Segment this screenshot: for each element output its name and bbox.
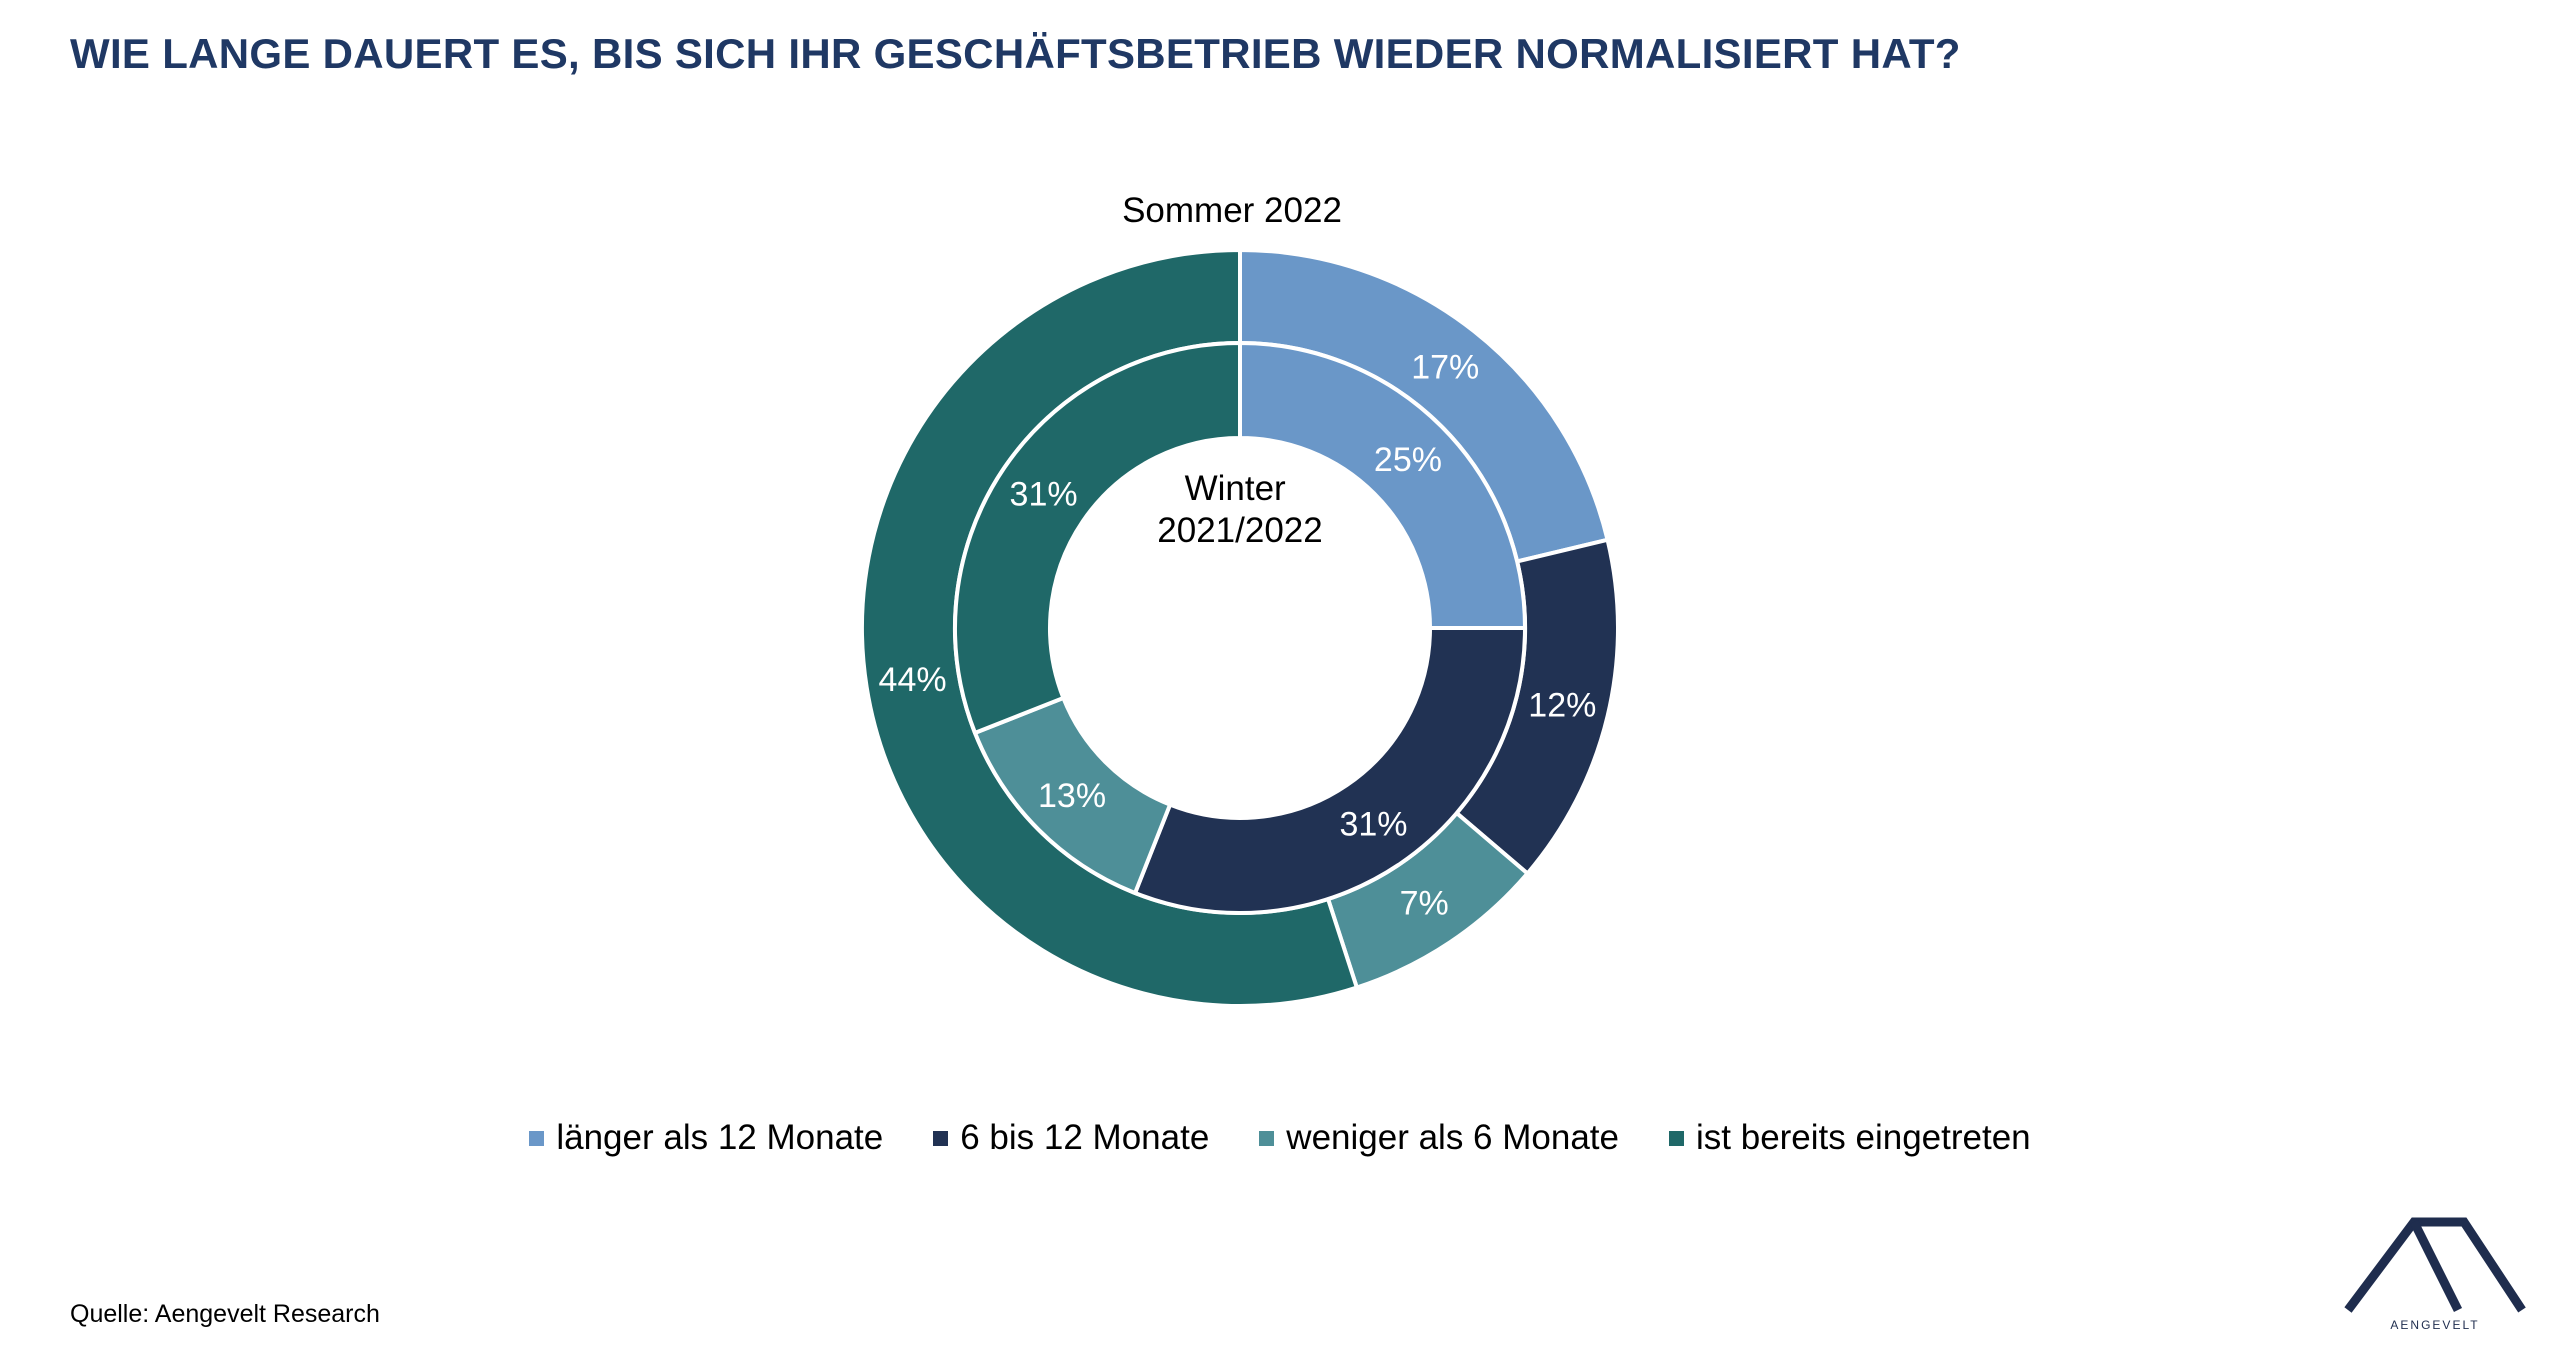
inner-data-label-ist-bereits-eingetreten: 31% <box>1010 476 1078 514</box>
center-label: Winter 2021/2022 <box>1157 469 1322 550</box>
legend-swatch <box>933 1130 949 1146</box>
outer-data-label-laenger-als-12-monate: 17% <box>1411 349 1479 387</box>
legend-swatch <box>529 1130 545 1146</box>
legend-item-laenger-als-12-monate: länger als 12 Monate <box>529 1118 883 1158</box>
legend-label: 6 bis 12 Monate <box>960 1118 1210 1157</box>
outer-data-label-6-bis-12-monate: 12% <box>1528 686 1596 724</box>
legend-swatch <box>1259 1130 1275 1146</box>
center-label-line-1: Winter <box>1185 469 1286 508</box>
legend-label: länger als 12 Monate <box>556 1118 884 1157</box>
logo-text: AENGEVELT <box>2390 1318 2480 1332</box>
inner-slice-6-bis-12-monate <box>1132 626 1528 915</box>
donut-rings: 17% 12% 7% 44% 25% 31% 13% 31% <box>860 247 1620 1008</box>
legend-item-weniger-als-6-monate: weniger als 6 Monate <box>1259 1118 1619 1158</box>
legend: länger als 12 Monate 6 bis 12 Monate wen… <box>0 1118 2560 1158</box>
legend-label: ist bereits eingetreten <box>1696 1118 2031 1157</box>
inner-data-label-6-bis-12-monate: 31% <box>1339 805 1407 843</box>
legend-label: weniger als 6 Monate <box>1286 1118 1619 1157</box>
inner-data-label-laenger-als-12-monate: 25% <box>1374 441 1442 479</box>
legend-item-ist-bereits-eingetreten: ist bereits eingetreten <box>1669 1118 2031 1158</box>
inner-slice-laenger-als-12-monate <box>1238 340 1528 630</box>
legend-item-6-bis-12-monate: 6 bis 12 Monate <box>933 1118 1209 1158</box>
legend-swatch <box>1669 1130 1684 1146</box>
source-note: Quelle: Aengevelt Research <box>70 1300 380 1328</box>
outer-data-label-ist-bereits-eingetreten: 44% <box>879 661 947 699</box>
chart-title: WIE LANGE DAUERT ES, BIS SICH IHR GESCHÄ… <box>70 30 1961 77</box>
center-label-line-2: 2021/2022 <box>1157 511 1322 550</box>
outer-data-label-weniger-als-6-monate: 7% <box>1400 885 1449 923</box>
inner-data-label-weniger-als-6-monate: 13% <box>1038 777 1106 815</box>
aengevelt-logo-icon <box>2344 1217 2526 1313</box>
outer-ring-label: Sommer 2022 <box>1122 191 1342 230</box>
inner-slice-ist-bereits-eingetreten <box>953 340 1242 736</box>
